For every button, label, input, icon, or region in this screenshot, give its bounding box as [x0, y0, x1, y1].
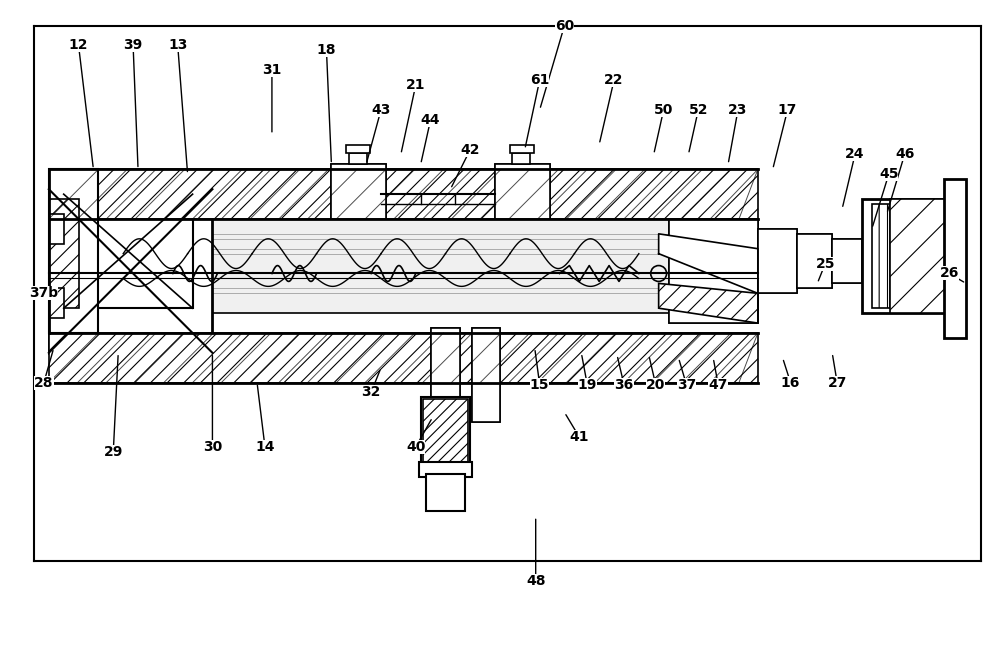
Bar [797, 234, 832, 288]
Text: 42: 42 [461, 143, 480, 156]
Text: 48: 48 [526, 574, 545, 588]
Text: 31: 31 [262, 63, 282, 77]
Bar [49, 199, 79, 308]
Bar [797, 234, 832, 288]
Text: 40: 40 [406, 440, 425, 454]
Bar [49, 219, 758, 313]
Bar [472, 328, 500, 422]
Bar [832, 239, 862, 283]
Text: 43: 43 [371, 103, 391, 117]
Text: 39: 39 [123, 38, 143, 52]
Text: 19: 19 [578, 377, 597, 392]
Text: 25: 25 [816, 257, 835, 271]
Text: 20: 20 [646, 377, 665, 392]
Text: 17: 17 [778, 103, 797, 117]
Polygon shape [659, 283, 758, 323]
Text: 23: 23 [728, 103, 748, 117]
Bar [758, 229, 797, 293]
Bar [419, 462, 472, 477]
Text: 29: 29 [104, 445, 123, 459]
Text: 30: 30 [203, 440, 222, 454]
Bar [890, 199, 949, 313]
Text: 50: 50 [654, 103, 673, 117]
Text: 15: 15 [530, 377, 549, 392]
Bar [426, 474, 465, 511]
Bar [872, 204, 890, 308]
Text: 22: 22 [604, 73, 624, 87]
Text: 18: 18 [317, 43, 336, 58]
Text: 26: 26 [940, 267, 959, 280]
Bar [331, 164, 386, 219]
Bar [669, 219, 758, 323]
Text: 16: 16 [781, 375, 800, 390]
Text: 32: 32 [361, 385, 381, 400]
Text: 60: 60 [555, 19, 574, 32]
Text: 61: 61 [530, 73, 549, 87]
Text: 37: 37 [677, 377, 696, 392]
Text: 27: 27 [827, 375, 847, 390]
Bar [421, 397, 470, 467]
Bar [431, 328, 460, 402]
Bar [346, 145, 370, 152]
Bar [832, 239, 862, 283]
Bar [951, 184, 966, 333]
Bar [49, 169, 758, 219]
Bar [49, 333, 758, 383]
Bar [669, 219, 758, 323]
Text: 24: 24 [845, 147, 865, 162]
Bar [49, 169, 98, 333]
Text: 36: 36 [614, 377, 634, 392]
Bar [495, 164, 550, 219]
Bar [472, 328, 500, 422]
Text: 47: 47 [708, 377, 728, 392]
Text: 28: 28 [34, 375, 54, 390]
Text: 37b: 37b [29, 286, 58, 300]
Text: 52: 52 [689, 103, 708, 117]
Bar [758, 229, 797, 293]
Text: 41: 41 [570, 430, 589, 444]
Text: 12: 12 [69, 38, 88, 52]
Bar [495, 164, 550, 219]
Text: 46: 46 [895, 147, 914, 162]
Bar [423, 399, 468, 465]
Text: 45: 45 [879, 167, 898, 181]
Bar [349, 152, 367, 164]
Bar [944, 179, 966, 338]
Bar [862, 199, 951, 313]
Text: 14: 14 [255, 440, 275, 454]
Bar [431, 328, 460, 402]
Text: 13: 13 [168, 38, 187, 52]
Bar [510, 145, 534, 152]
Text: 21: 21 [406, 78, 425, 92]
Polygon shape [659, 234, 758, 293]
Bar [49, 214, 64, 244]
Text: 44: 44 [421, 113, 440, 127]
Bar [331, 164, 386, 219]
Bar [512, 152, 530, 164]
Bar [49, 189, 212, 353]
Bar [64, 194, 193, 308]
Bar [49, 288, 64, 318]
